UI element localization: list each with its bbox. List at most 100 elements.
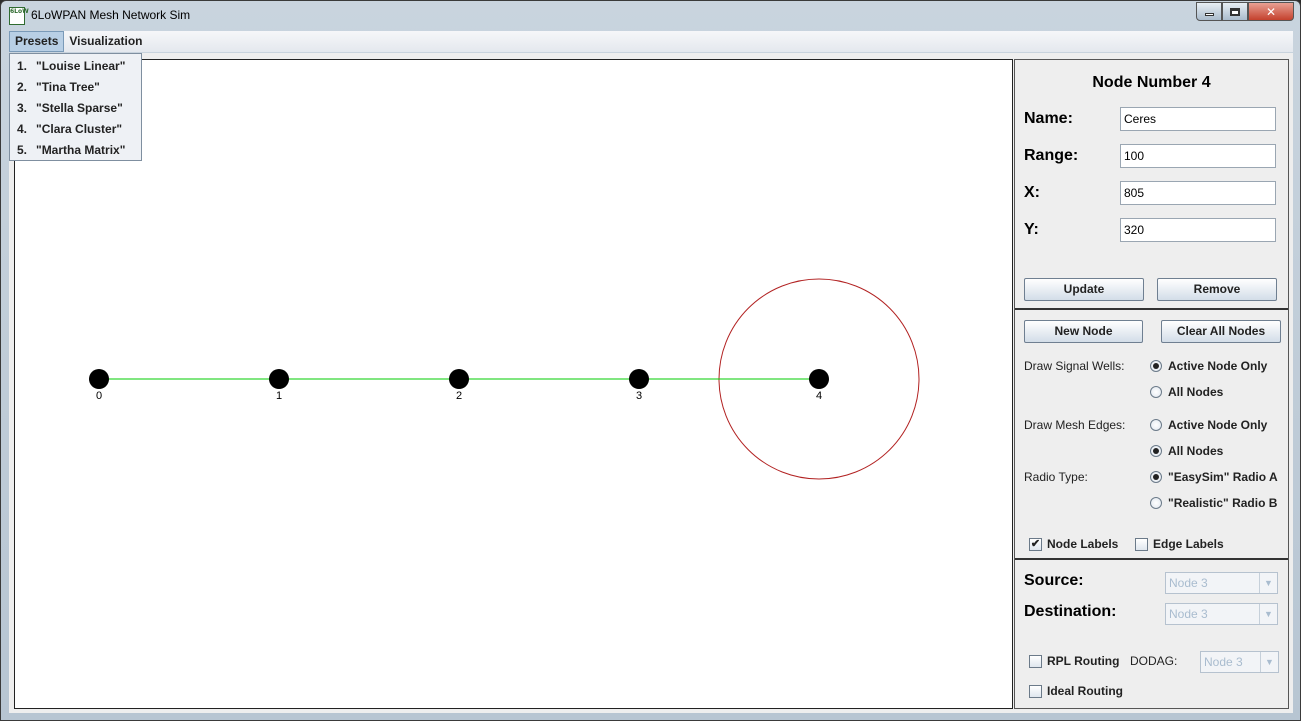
radio-type-label: Radio Type: — [1024, 470, 1088, 484]
side-panel: Node Number 4 Name: Ceres Range: 100 X: … — [1014, 59, 1289, 709]
dodag-select[interactable]: Node 3 ▼ — [1200, 651, 1279, 673]
node-labels-checkbox[interactable]: ✔ Node Labels — [1029, 537, 1118, 551]
source-select[interactable]: Node 3 ▼ — [1165, 572, 1278, 594]
signal-wells-active-radio[interactable]: Active Node Only — [1150, 359, 1267, 373]
node-panel: Node Number 4 Name: Ceres Range: 100 X: … — [1015, 60, 1288, 310]
title-bar[interactable]: 6LoW 6LoWPAN Mesh Network Sim ✕ — [1, 1, 1300, 31]
preset-label: "Martha Matrix" — [36, 143, 126, 157]
radio-icon — [1150, 360, 1162, 372]
update-button[interactable]: Update — [1024, 278, 1144, 301]
radio-icon — [1150, 497, 1162, 509]
preset-number: 1. — [17, 59, 28, 73]
ideal-routing-checkbox[interactable]: Ideal Routing — [1029, 684, 1123, 698]
checkbox-icon — [1135, 537, 1148, 551]
maximize-button[interactable] — [1222, 2, 1248, 21]
preset-number: 4. — [17, 122, 28, 136]
close-button[interactable]: ✕ — [1248, 2, 1294, 21]
radio-label: Active Node Only — [1168, 418, 1268, 432]
menu-visualization[interactable]: Visualization — [69, 34, 143, 48]
dodag-label: DODAG: — [1130, 654, 1178, 668]
network-node[interactable] — [449, 369, 469, 389]
remove-button[interactable]: Remove — [1157, 278, 1277, 301]
checkbox-icon — [1029, 684, 1042, 698]
radio-label: "Realistic" Radio B — [1168, 496, 1278, 510]
radio-type-realistic[interactable]: "Realistic" Radio B — [1150, 496, 1277, 510]
node-label: 2 — [456, 390, 462, 402]
menu-bar: Presets Visualization — [9, 31, 1293, 52]
mesh-edges-active-radio[interactable]: Active Node Only — [1150, 418, 1267, 432]
menu-presets[interactable]: Presets — [9, 31, 65, 52]
radio-label: "EasySim" Radio A — [1168, 470, 1278, 484]
node-title: Node Number 4 — [1092, 74, 1211, 91]
preset-label: "Tina Tree" — [36, 80, 100, 94]
destination-label: Destination: — [1024, 603, 1117, 620]
signal-wells-all-radio[interactable]: All Nodes — [1150, 385, 1223, 399]
radio-icon — [1150, 471, 1162, 483]
app-icon: 6LoW — [9, 7, 29, 25]
clear-all-nodes-button[interactable]: Clear All Nodes — [1161, 320, 1281, 343]
preset-number: 3. — [17, 101, 28, 115]
network-graph[interactable]: 0 1 2 3 4 — [15, 60, 1012, 708]
display-panel: New Node Clear All Nodes Draw Signal Wel… — [1015, 310, 1288, 560]
destination-select[interactable]: Node 3 ▼ — [1165, 603, 1278, 625]
close-icon: ✕ — [1265, 4, 1277, 19]
preset-item[interactable]: 2. "Tina Tree" — [10, 77, 141, 98]
node-label: 4 — [816, 390, 822, 402]
node-label: 1 — [276, 390, 282, 402]
name-field[interactable]: Ceres — [1120, 107, 1276, 131]
checkbox-icon — [1029, 654, 1042, 668]
preset-item[interactable]: 5. "Martha Matrix" — [10, 140, 141, 161]
window-controls: ✕ — [1196, 2, 1294, 21]
source-label: Source: — [1024, 572, 1084, 589]
x-field[interactable]: 805 — [1120, 181, 1276, 205]
source-value: Node 3 — [1169, 576, 1208, 590]
maximize-icon — [1230, 7, 1240, 16]
preset-number: 5. — [17, 143, 28, 157]
y-field[interactable]: 320 — [1120, 218, 1276, 242]
range-label: Range: — [1024, 147, 1079, 164]
name-label: Name: — [1024, 110, 1073, 127]
range-field[interactable]: 100 — [1120, 144, 1276, 168]
minimize-button[interactable] — [1196, 2, 1222, 21]
edge-labels-checkbox[interactable]: Edge Labels — [1135, 537, 1224, 551]
window-title: 6LoWPAN Mesh Network Sim — [31, 8, 191, 22]
checkbox-label: Ideal Routing — [1047, 684, 1123, 698]
checkbox-label: RPL Routing — [1047, 654, 1120, 668]
network-canvas[interactable]: 0 1 2 3 4 — [14, 59, 1013, 709]
routing-panel: Source: Node 3 ▼ Destination: Node 3 ▼ RPL… — [1015, 560, 1288, 710]
network-node[interactable] — [629, 369, 649, 389]
preset-label: "Clara Cluster" — [36, 122, 123, 136]
preset-item[interactable]: 3. "Stella Sparse" — [10, 98, 141, 119]
dodag-value: Node 3 — [1204, 655, 1243, 669]
rpl-routing-checkbox[interactable]: RPL Routing — [1029, 654, 1119, 668]
mesh-edges-label: Draw Mesh Edges: — [1024, 418, 1126, 432]
checkbox-label: Node Labels — [1047, 537, 1119, 551]
radio-label: All Nodes — [1168, 444, 1224, 458]
radio-type-easysim[interactable]: "EasySim" Radio A — [1150, 470, 1278, 484]
network-node[interactable] — [269, 369, 289, 389]
radio-icon — [1150, 419, 1162, 431]
checkbox-label: Edge Labels — [1153, 537, 1224, 551]
signal-wells-label: Draw Signal Wells: — [1024, 359, 1125, 373]
node-label: 3 — [636, 390, 642, 402]
radio-label: Active Node Only — [1168, 359, 1268, 373]
network-node[interactable] — [809, 369, 829, 389]
preset-item[interactable]: 4. "Clara Cluster" — [10, 119, 141, 140]
chevron-down-icon: ▼ — [1260, 652, 1278, 672]
preset-number: 2. — [17, 80, 28, 94]
preset-label: "Louise Linear" — [36, 59, 126, 73]
y-label: Y: — [1024, 221, 1039, 238]
checkbox-icon: ✔ — [1029, 537, 1042, 551]
preset-item[interactable]: 1. "Louise Linear" — [10, 56, 141, 77]
mesh-edges-all-radio[interactable]: All Nodes — [1150, 444, 1223, 458]
chevron-down-icon: ▼ — [1259, 573, 1277, 593]
preset-label: "Stella Sparse" — [36, 101, 123, 115]
minimize-icon — [1204, 13, 1214, 16]
new-node-button[interactable]: New Node — [1024, 320, 1143, 343]
radio-icon — [1150, 445, 1162, 457]
destination-value: Node 3 — [1169, 607, 1208, 621]
presets-dropdown: 1. "Louise Linear" 2. "Tina Tree" 3. "Stell… — [9, 53, 142, 161]
radio-label: All Nodes — [1168, 385, 1224, 399]
network-node[interactable] — [89, 369, 109, 389]
